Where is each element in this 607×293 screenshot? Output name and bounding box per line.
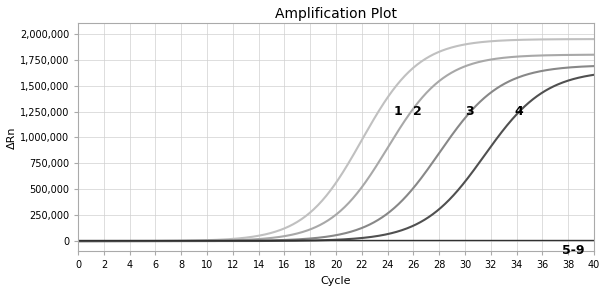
Text: 2: 2 (413, 105, 422, 118)
X-axis label: Cycle: Cycle (320, 276, 351, 286)
Text: 3: 3 (465, 105, 473, 118)
Text: 1: 1 (394, 105, 403, 118)
Text: 4: 4 (514, 105, 523, 118)
Title: Amplification Plot: Amplification Plot (275, 7, 397, 21)
Y-axis label: ΔRn: ΔRn (7, 126, 17, 149)
Text: 5-9: 5-9 (561, 244, 584, 257)
